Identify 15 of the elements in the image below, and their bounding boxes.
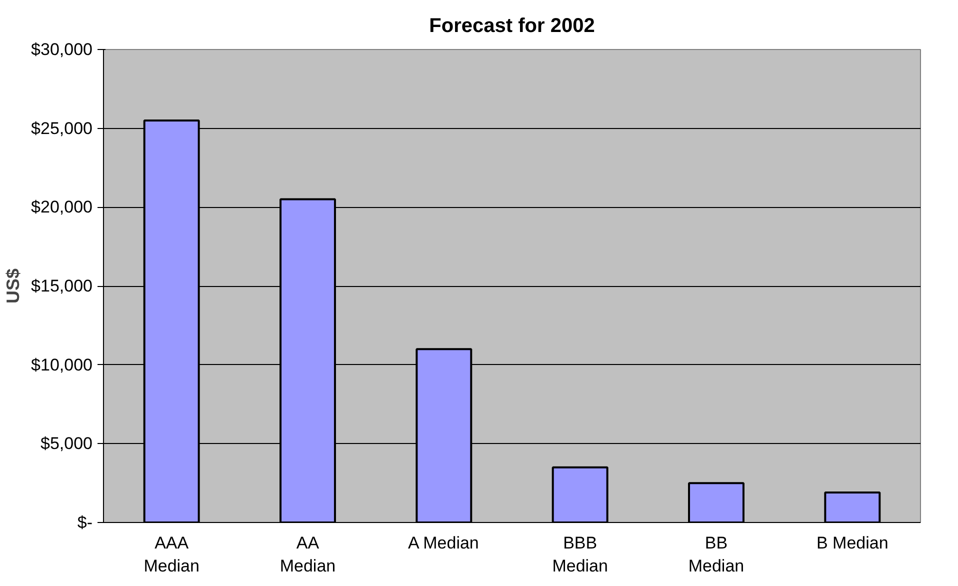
x-tick-label: A Median <box>408 534 479 552</box>
x-tick-label: AAA Median <box>144 534 200 576</box>
y-tick-label: $5,000 <box>40 434 93 454</box>
y-tick-label: $25,000 <box>31 118 92 138</box>
x-tick-label: B Median <box>816 534 888 552</box>
x-tick-label: AA Median <box>280 534 336 576</box>
y-tick-label: $15,000 <box>31 276 92 296</box>
y-axis-title: US$ <box>3 268 24 304</box>
x-tick-label: BBB Median <box>552 534 608 576</box>
y-tick-label: $20,000 <box>31 198 92 217</box>
y-tick-label: $10,000 <box>31 355 92 374</box>
y-tick-label: $30,000 <box>31 40 92 59</box>
y-tick-label: $- <box>77 513 93 532</box>
x-tick-label: BB Median <box>688 534 744 576</box>
chart-title: Forecast for 2002 <box>429 15 595 37</box>
